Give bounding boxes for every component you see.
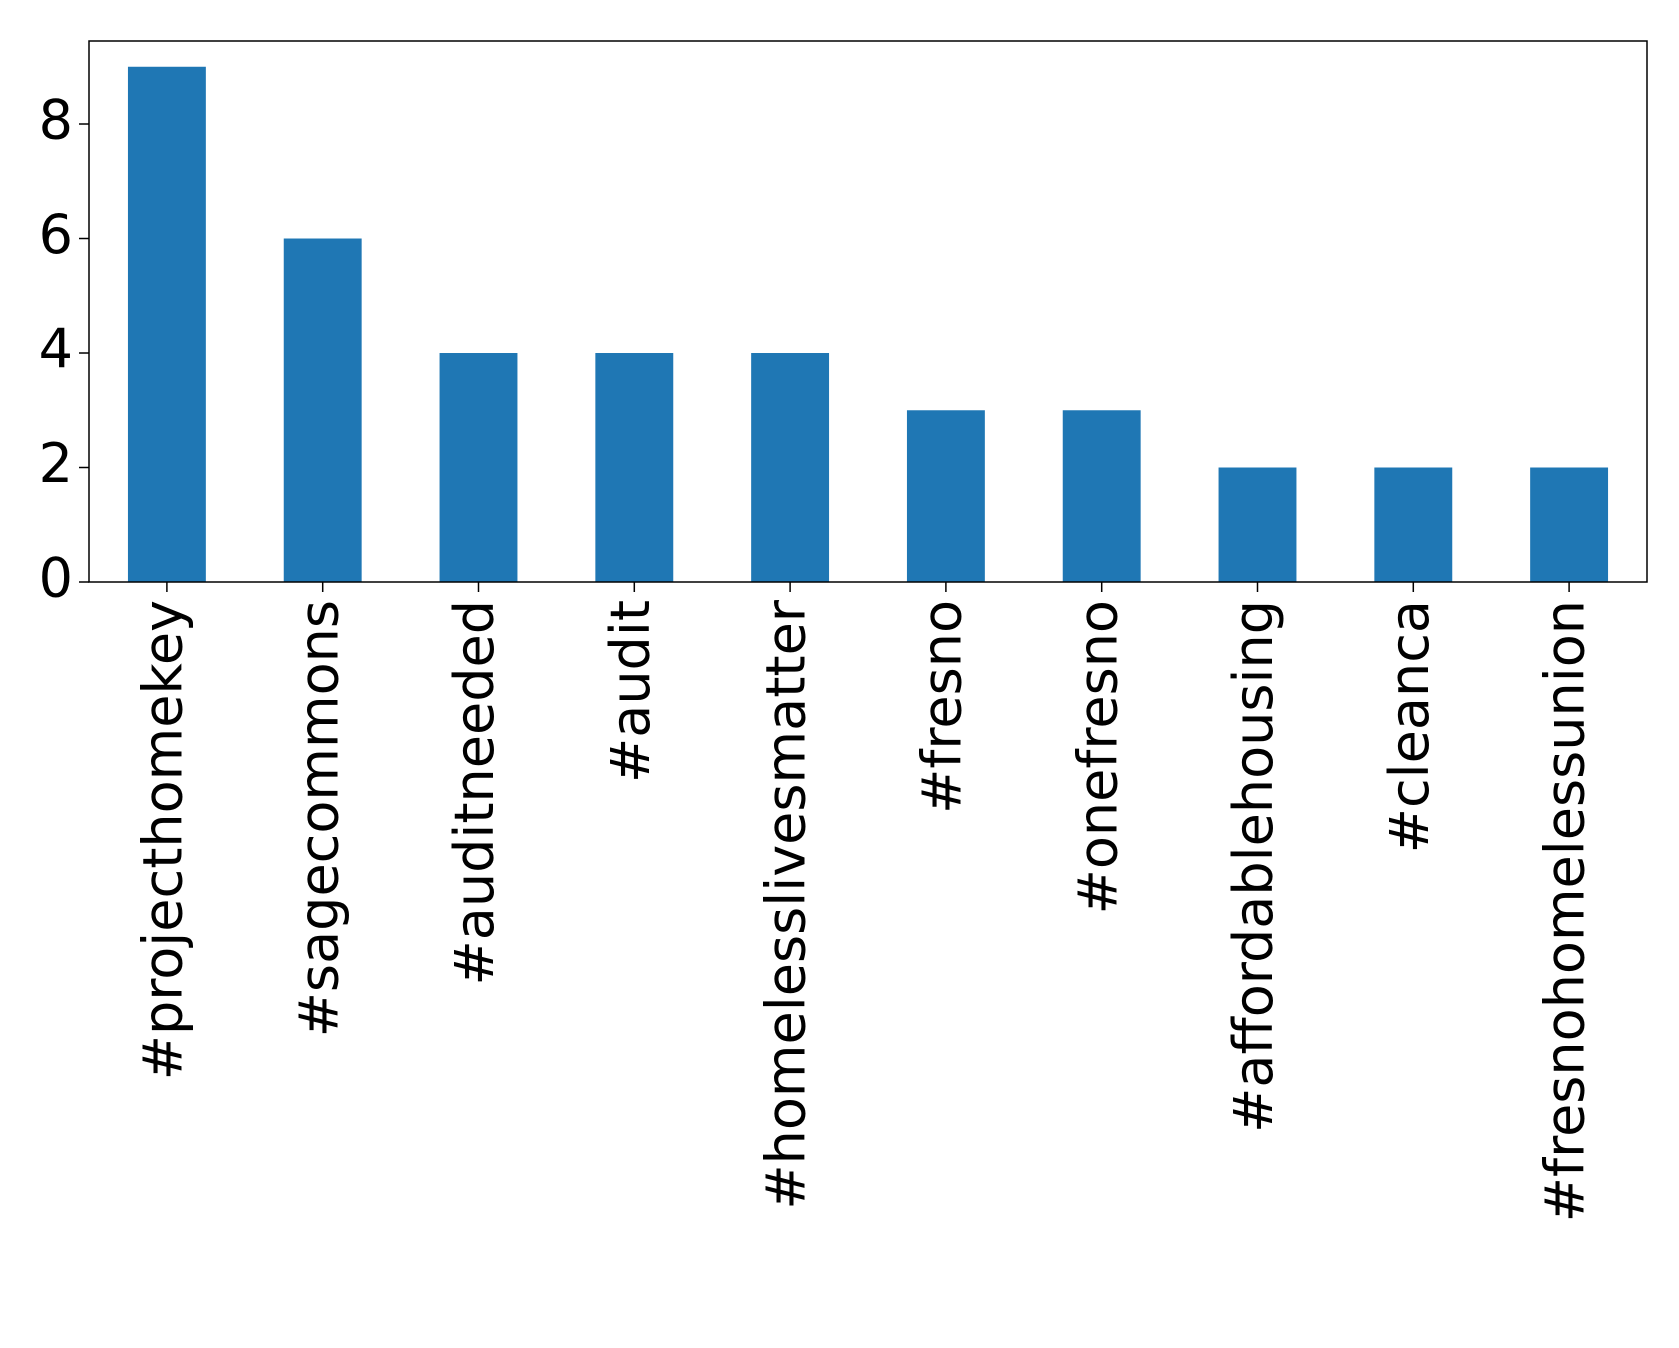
x-tick-label: #fresnohomelessunion [1534,600,1597,1222]
x-tick-label: #onefresno [1066,600,1129,914]
x-tick-label: #audit [599,600,662,783]
y-tick-label: 2 [39,432,73,495]
x-tick-label: #homelesslivesmatter [755,599,818,1209]
bar [439,353,518,582]
bar [127,66,206,582]
bar [283,238,362,582]
bar [1374,467,1453,582]
bar [1218,467,1297,582]
bar [595,353,674,582]
bar [906,410,985,582]
x-tick-label: #affordablehousing [1222,600,1285,1133]
y-tick-label: 8 [39,89,73,152]
bar [1530,467,1609,582]
x-tick-label: #cleanca [1378,600,1441,853]
x-tick-label: #projecthomekey [132,600,195,1080]
bar [751,353,830,582]
bar [1062,410,1141,582]
y-tick-label: 4 [39,318,73,381]
y-tick-label: 6 [39,203,73,266]
y-tick-label: 0 [39,547,73,610]
plot-frame [88,40,1648,583]
x-tick-label: #fresno [911,600,974,814]
x-tick-label: #auditneeded [443,600,506,985]
x-tick-label: #sagecommons [287,600,350,1037]
